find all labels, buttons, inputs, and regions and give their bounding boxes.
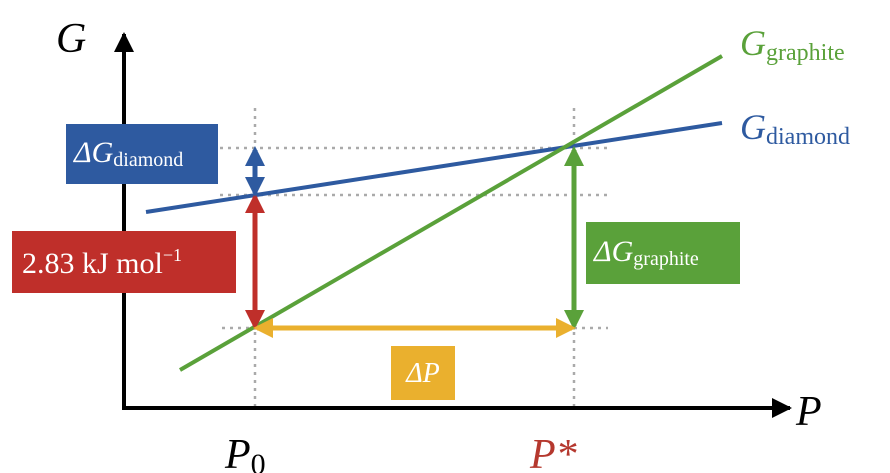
delta-p-box: ΔP	[391, 346, 455, 400]
diamond-curve-label: Gdiamond	[740, 107, 850, 150]
y-axis-label: G	[56, 16, 86, 62]
energy-gap-box: 2.83 kJ mol−1	[12, 231, 236, 293]
svg-text:2.83 kJ mol−1: 2.83 kJ mol−1	[22, 245, 182, 280]
delta-g-graphite-box: ΔGgraphite	[586, 222, 740, 284]
svg-text:ΔGgraphite: ΔGgraphite	[593, 235, 699, 270]
svg-text:ΔGdiamond: ΔGdiamond	[73, 136, 183, 171]
diamond-curve	[145, 121, 723, 214]
graphite-curve-label: Ggraphite	[740, 23, 845, 66]
delta-g-diamond-box: ΔGdiamond	[66, 124, 218, 184]
graphite-curve	[178, 54, 724, 372]
p0-tick-label: P0	[224, 432, 266, 473]
pstar-tick-label: P*	[529, 432, 577, 473]
x-axis-label: P	[795, 389, 822, 435]
svg-text:ΔP: ΔP	[405, 358, 440, 389]
